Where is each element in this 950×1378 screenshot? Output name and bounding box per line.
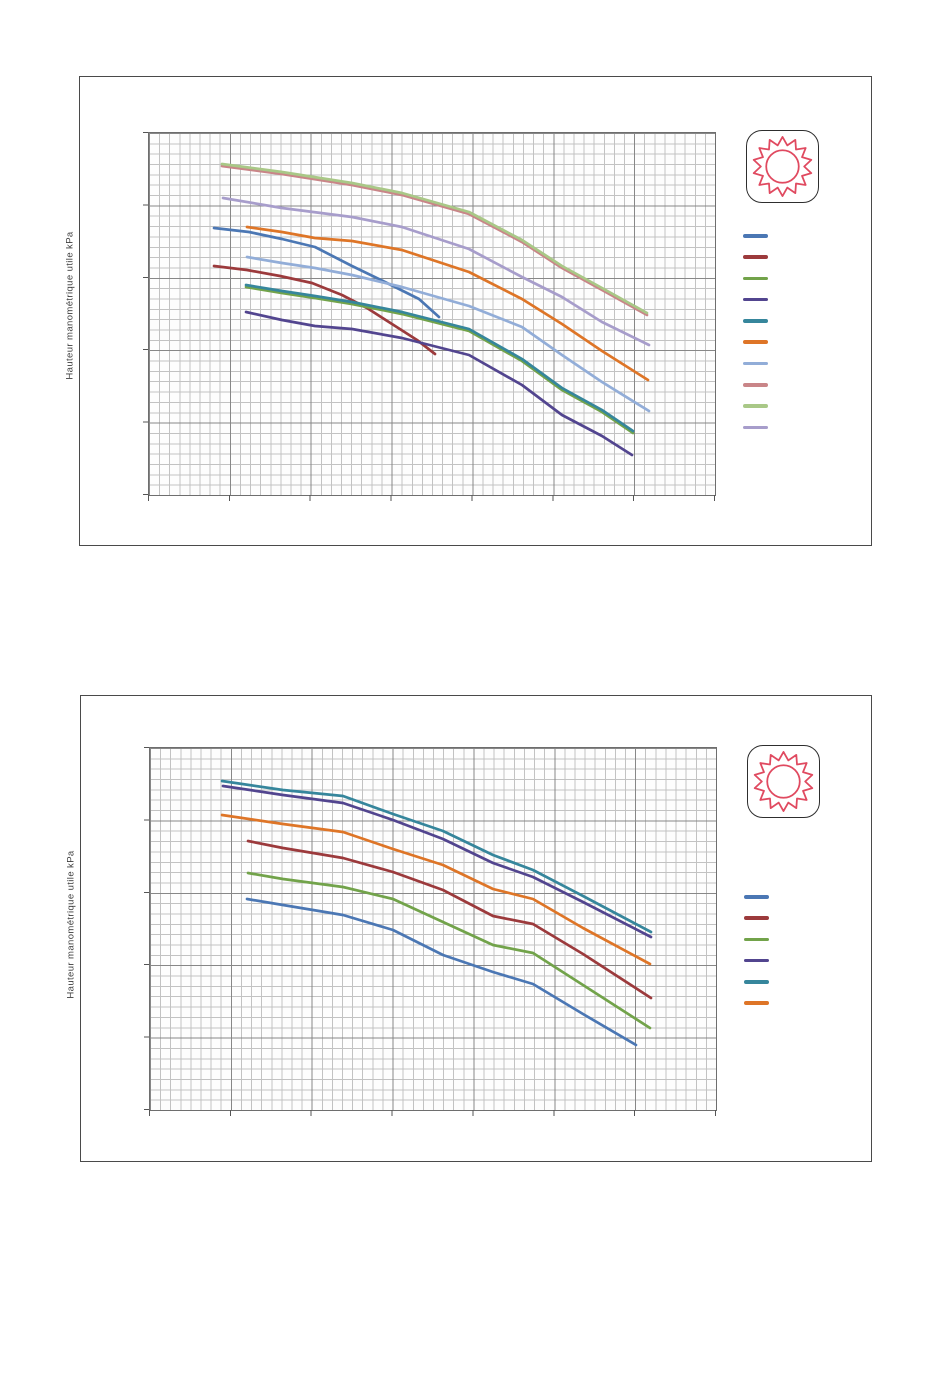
x-axis-ticks	[148, 495, 715, 501]
legend-swatch-series-6-orange	[744, 1001, 769, 1005]
legend-swatch-series-1-blue	[744, 895, 769, 899]
legend-swatch-series-4-dark-purple	[744, 958, 769, 963]
legend-swatch-series-3-green	[744, 937, 769, 942]
series-line-series-4-dark-purple	[221, 784, 653, 939]
legend-swatch-series-7-periwinkle	[743, 361, 768, 366]
series-line-series-5-teal	[244, 283, 635, 433]
legend-swatch-series-5-teal	[744, 980, 769, 984]
legend-swatch-series-4-dark-purple	[743, 297, 768, 302]
chart-frame-top: Hauteur manométrique utile kPa	[65, 76, 872, 546]
sun-badge	[747, 745, 820, 818]
legend-swatch-series-9-light-green	[743, 404, 768, 408]
series-line-series-1-blue	[212, 226, 441, 319]
series-line-series-4-dark-purple	[244, 310, 634, 457]
curves-layer	[212, 162, 651, 457]
y-axis-title: Hauteur manométrique utile kPa	[64, 231, 76, 380]
series-line-series-10-light-purple	[221, 196, 651, 347]
series-line-series-2-dark-red	[246, 839, 653, 1000]
sun-icon	[752, 136, 813, 197]
chart-frame-bottom: Hauteur manométrique utile kPa	[66, 695, 872, 1162]
series-line-series-3-green	[246, 871, 652, 1030]
plot-area	[149, 747, 717, 1111]
series-line-series-9-light-green	[220, 162, 649, 315]
legend-swatch-series-5-teal	[743, 319, 768, 323]
legend	[744, 895, 769, 1023]
series-line-series-8-pink	[220, 164, 649, 317]
series-line-series-7-periwinkle	[245, 255, 651, 413]
series-line-series-3-green	[244, 285, 635, 435]
series-line-series-5-teal	[220, 779, 653, 934]
legend-swatch-series-1-blue	[743, 234, 768, 238]
series-line-series-6-orange	[220, 813, 652, 966]
series-line-series-2-dark-red	[212, 264, 437, 356]
sun-icon	[753, 751, 814, 812]
legend-swatch-series-2-dark-red	[743, 255, 768, 259]
series-line-series-1-blue	[245, 897, 638, 1047]
curves-layer	[220, 779, 653, 1047]
legend-swatch-series-2-dark-red	[744, 916, 769, 920]
legend-swatch-series-10-light-purple	[743, 425, 768, 430]
series-line-series-6-orange	[245, 225, 650, 382]
legend-swatch-series-3-green	[743, 276, 768, 281]
x-axis-ticks	[149, 1110, 716, 1116]
y-axis-ticks	[143, 132, 148, 495]
legend-swatch-series-8-pink	[743, 383, 768, 387]
y-axis-ticks	[144, 747, 149, 1110]
plot-area	[148, 132, 716, 496]
legend-swatch-series-6-orange	[743, 340, 768, 344]
legend	[743, 234, 768, 447]
sun-badge	[746, 130, 819, 203]
y-axis-title: Hauteur manométrique utile kPa	[65, 850, 77, 999]
